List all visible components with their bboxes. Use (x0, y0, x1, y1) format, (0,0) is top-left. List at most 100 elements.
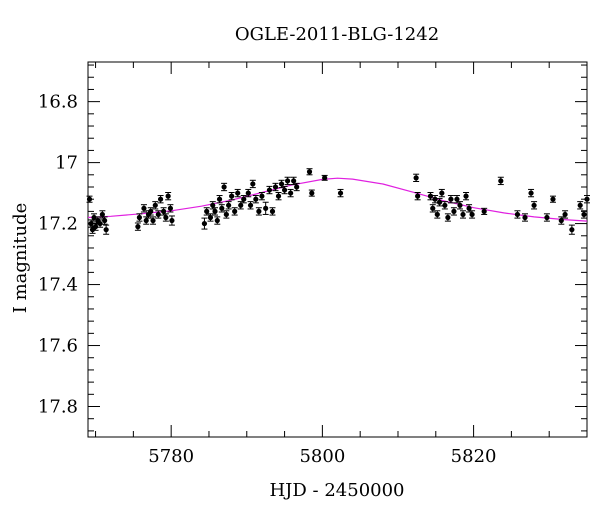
data-point (92, 222, 99, 231)
data-point (143, 216, 150, 225)
data-marker (309, 190, 315, 196)
data-marker (167, 205, 174, 211)
data-point (549, 195, 556, 203)
data-marker (430, 205, 436, 211)
data-marker (445, 214, 451, 221)
data-point (157, 195, 164, 204)
data-point (436, 198, 443, 207)
data-point (245, 188, 252, 198)
data-point (577, 201, 584, 210)
y-tick-label: 16.8 (38, 92, 78, 113)
data-marker (86, 196, 93, 202)
data-point (466, 204, 473, 213)
data-point (272, 182, 279, 192)
data-point (413, 173, 420, 183)
data-point (481, 207, 488, 215)
data-marker (148, 208, 154, 214)
data-point (543, 213, 550, 222)
data-point (91, 213, 98, 222)
data-marker (454, 196, 460, 202)
data-point (86, 195, 93, 203)
chart-title: OGLE-2011-BLG-1242 (235, 24, 439, 45)
data-marker (457, 202, 463, 208)
data-point (223, 210, 230, 219)
y-tick-label: 17.2 (38, 214, 78, 235)
data-marker (581, 211, 587, 218)
data-point (234, 188, 241, 198)
data-point (456, 201, 463, 210)
data-point (218, 204, 225, 213)
data-marker (266, 187, 273, 193)
x-axis-title: HJD - 2450000 (269, 480, 404, 501)
data-point (281, 185, 288, 195)
x-tick-label: 5800 (299, 446, 345, 467)
data-marker (432, 196, 438, 202)
data-marker (577, 202, 583, 208)
data-point (460, 210, 467, 219)
data-marker (157, 196, 164, 202)
data-marker (136, 214, 143, 221)
data-marker (278, 181, 285, 187)
data-point (438, 188, 445, 198)
data-point (568, 224, 575, 235)
data-marker (291, 178, 297, 184)
data-marker (281, 187, 288, 193)
y-tick-label: 17.6 (38, 336, 78, 357)
data-point (152, 201, 159, 210)
data-point (427, 191, 434, 201)
data-marker (544, 214, 550, 221)
data-marker (263, 205, 269, 211)
plot-border (87, 61, 588, 438)
data-marker (143, 217, 149, 224)
data-point (429, 204, 436, 213)
data-point (290, 176, 297, 186)
x-axis-tick-labels: 5780 5800 5820 (148, 446, 496, 467)
data-point (287, 188, 294, 198)
data-point (231, 207, 238, 216)
data-marker (161, 208, 167, 214)
data-point (165, 191, 172, 201)
data-marker (229, 193, 235, 199)
data-point (284, 176, 291, 186)
data-marker (223, 211, 229, 218)
data-point (225, 201, 232, 210)
data-point (168, 215, 175, 226)
data-point (147, 207, 154, 216)
data-marker (584, 196, 590, 202)
data-point (414, 191, 421, 201)
data-marker (439, 190, 445, 196)
data-marker (91, 214, 97, 221)
y-axis-title: I magnitude (10, 203, 31, 314)
data-point (228, 191, 235, 201)
data-marker (427, 193, 434, 199)
data-marker (288, 190, 294, 196)
y-tick-label: 17.4 (38, 275, 78, 296)
data-marker (528, 190, 534, 196)
y-axis-ticks (88, 64, 587, 432)
data-marker (212, 208, 218, 214)
data-point (337, 188, 344, 198)
data-marker (135, 224, 141, 230)
data-marker (569, 227, 575, 233)
data-marker (294, 184, 300, 190)
data-marker (165, 193, 171, 199)
data-marker (269, 208, 276, 214)
data-point (262, 201, 269, 215)
data-marker (141, 205, 147, 211)
x-tick-label: 5780 (148, 446, 194, 467)
data-point (201, 217, 208, 230)
data-point (216, 195, 223, 204)
data-marker (442, 202, 448, 208)
data-point (203, 207, 210, 216)
data-point (278, 179, 285, 189)
data-marker (466, 205, 472, 211)
data-point (434, 210, 441, 219)
data-point (134, 222, 141, 231)
data-point (441, 201, 448, 210)
data-marker (207, 214, 214, 221)
data-marker (481, 208, 487, 214)
data-marker (514, 211, 521, 218)
data-marker (204, 208, 210, 214)
data-marker (256, 208, 262, 214)
